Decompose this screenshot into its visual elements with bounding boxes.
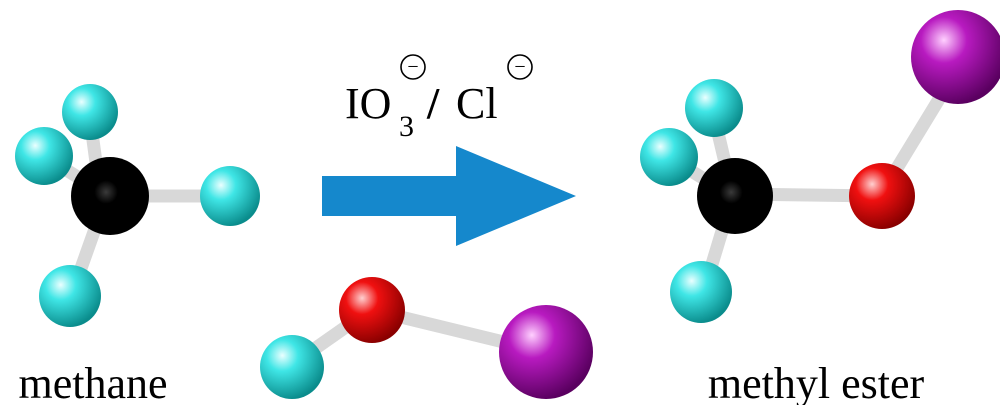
iodate-subscript: 3 [399, 110, 414, 143]
iodate-charge: − [407, 56, 418, 78]
iodate-text: IO [345, 79, 391, 128]
hydrogen-atom [15, 127, 73, 185]
oxygen-atom [339, 277, 405, 343]
hydrogen-atom [62, 84, 118, 140]
hydrogen-atom [39, 265, 101, 327]
methyl-ester-molecule [640, 10, 1000, 323]
hydrogen-atom [200, 166, 260, 226]
separator-text: / [426, 79, 440, 128]
hoi-molecule [260, 277, 593, 399]
iodine-atom [499, 305, 593, 399]
carbon-atom [71, 157, 149, 235]
chloride-charge: − [514, 56, 525, 78]
hydrogen-atom [670, 261, 732, 323]
carbon-atom [697, 158, 773, 234]
oxygen-atom [849, 163, 915, 229]
hydrogen-atom [640, 128, 698, 186]
chloride-text: Cl [456, 79, 498, 128]
reaction-arrow [322, 146, 576, 246]
chloride-charge-circle [507, 54, 533, 80]
iodate-charge-circle [400, 54, 426, 80]
iodine-atom [911, 10, 1000, 104]
reagent-label: IO 3 − / Cl − [345, 54, 533, 143]
methane-molecule [15, 84, 260, 327]
label-methane: methane [18, 359, 167, 405]
label-methyl-ester: methyl ester [708, 359, 925, 405]
hydrogen-atom [685, 79, 743, 137]
hydrogen-atom [260, 335, 324, 399]
